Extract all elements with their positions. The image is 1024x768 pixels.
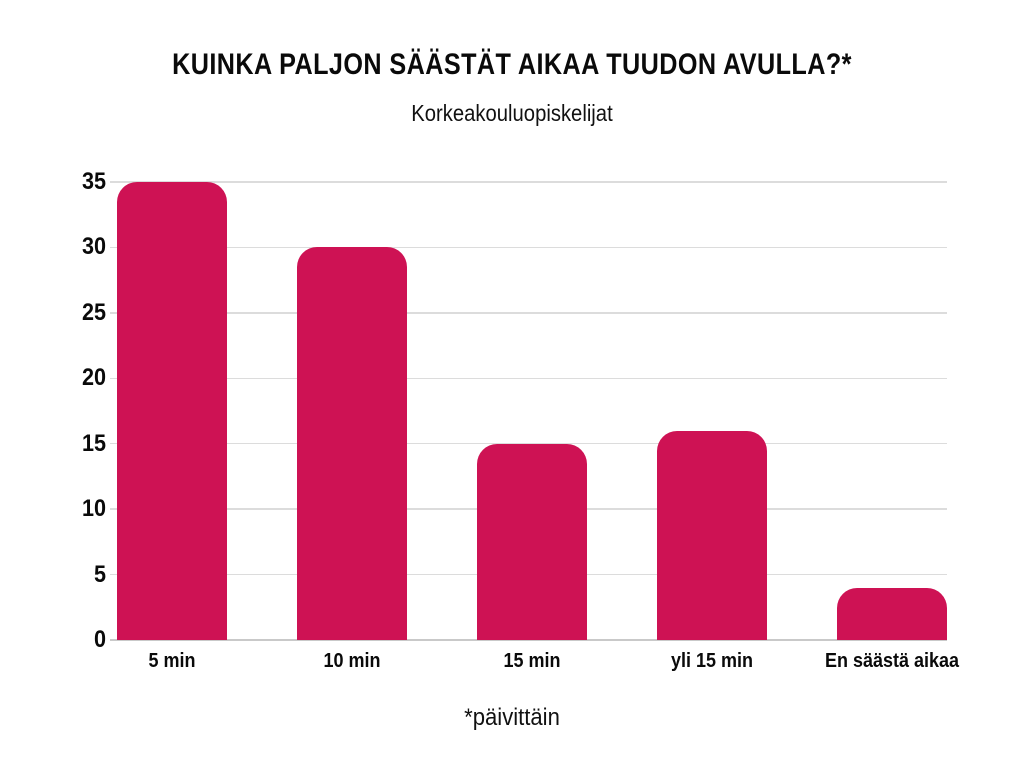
y-tick-label: 25 bbox=[81, 298, 106, 326]
x-category-label: 5 min bbox=[148, 650, 196, 672]
y-tick-label: 0 bbox=[93, 626, 106, 653]
chart-footnote: *päivittäin bbox=[464, 704, 560, 731]
chart-title: KUINKA PALJON SÄÄSTÄT AIKAA TUUDON AVULL… bbox=[172, 48, 852, 81]
x-category-label: 15 min bbox=[503, 650, 561, 672]
x-category-label: yli 15 min bbox=[670, 650, 754, 672]
bar-15-min bbox=[477, 443, 587, 640]
y-tick-label: 15 bbox=[81, 429, 106, 457]
bar-en-säästä-aikaa bbox=[837, 587, 947, 640]
gridline bbox=[110, 181, 947, 183]
chart-subtitle: Korkeakouluopiskelijat bbox=[411, 100, 613, 126]
y-tick-label: 35 bbox=[81, 168, 106, 195]
x-category-label: 10 min bbox=[323, 650, 381, 672]
bar-5-min bbox=[117, 182, 227, 640]
gridline bbox=[110, 312, 947, 314]
x-axis-baseline bbox=[110, 639, 947, 641]
y-tick-label: 10 bbox=[81, 495, 106, 523]
gridline bbox=[110, 246, 947, 249]
y-tick-label: 20 bbox=[81, 364, 106, 392]
plot-area bbox=[110, 181, 947, 641]
bar-10-min bbox=[297, 247, 407, 640]
gridline bbox=[110, 377, 947, 380]
bar-yli-15-min bbox=[657, 430, 767, 640]
x-category-label: En säästä aikaa bbox=[824, 650, 960, 672]
y-tick-label: 5 bbox=[93, 560, 106, 588]
y-tick-label: 30 bbox=[81, 233, 106, 261]
